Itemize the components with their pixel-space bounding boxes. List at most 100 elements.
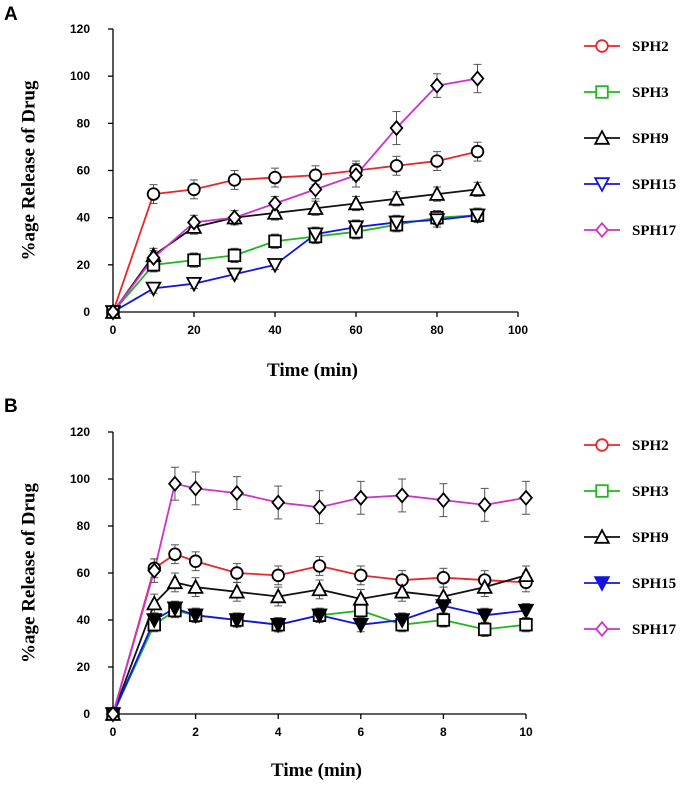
chart-b-data-point	[517, 603, 535, 620]
chart-b-legend-marker	[595, 620, 609, 638]
chart-b-y-tick-label: 0	[83, 707, 90, 721]
chart-b-data-point	[436, 491, 451, 509]
chart-a-data-point	[146, 187, 161, 201]
chart-b-data-point	[393, 613, 411, 629]
chart-a-legend-item-sph2: SPH2	[584, 39, 669, 55]
chart-a-data-point	[268, 170, 282, 185]
chart-b-legend-marker	[595, 484, 609, 498]
chart-b-data-point	[519, 618, 533, 632]
chart-a-data-point	[470, 70, 485, 87]
chart-a-legend-item-sph17: SPH17	[584, 221, 677, 239]
chart-a-data-point	[389, 159, 404, 173]
chart-a-data-point	[187, 182, 201, 197]
chart-b-data-point	[229, 484, 244, 502]
chart-a-data-point	[347, 220, 365, 236]
chart-b-legend-item-sph17: SPH17	[584, 620, 677, 638]
chart-b-data-point	[436, 613, 451, 627]
chart-b-data-point	[311, 608, 328, 624]
chart-b-series-line	[112, 609, 527, 715]
chart-b-data-point	[167, 475, 182, 492]
chart-b-data-point	[352, 590, 370, 606]
chart-a-data-point	[349, 167, 363, 184]
chart-b-data-point	[312, 559, 327, 573]
chart-a-data-point	[146, 249, 161, 266]
chart-b-legend-item-sph15: SPH15	[584, 576, 676, 592]
chart-b-data-point	[312, 499, 327, 516]
chart-b-data-point	[352, 618, 370, 634]
chart-a-legend-item-sph3: SPH3	[584, 85, 669, 101]
panel-label-a: A	[4, 4, 18, 25]
chart-b-data-point	[188, 480, 203, 497]
chart-b-data-point	[188, 554, 203, 568]
chart-a-x-tick-label: 40	[268, 323, 282, 337]
chart-a-x-tick-label: 100	[508, 323, 528, 337]
chart-a-y-tick-label: 40	[77, 211, 91, 225]
chart-a-legend-item-sph9: SPH9	[584, 129, 669, 147]
chart-b-data-point	[436, 571, 451, 585]
chart-a-series-sph17	[112, 63, 482, 313]
chart-b-y-tick-label: 40	[77, 613, 91, 627]
chart-b-data-point	[311, 580, 328, 597]
chart-b-series-line	[112, 482, 527, 715]
chart-a-data-point	[347, 194, 365, 211]
chart-b-data-point	[228, 613, 246, 629]
chart-b-data-point	[435, 599, 452, 615]
chart-a-data-point	[388, 215, 405, 232]
panel-label-b: B	[4, 396, 18, 417]
chart-a-data-point	[227, 173, 242, 187]
chart-a-legend-marker	[593, 177, 611, 193]
chart-b-data-point	[187, 608, 204, 624]
chart-b-data-point	[228, 583, 246, 599]
chart-b-legend-item-sph3: SPH3	[584, 484, 669, 500]
chart-a-data-point	[226, 267, 243, 283]
chart-a-legend-marker	[593, 129, 611, 145]
chart-a-data-point	[307, 227, 324, 243]
chart-b-data-point	[519, 489, 533, 506]
chart-a-series-line	[112, 214, 478, 313]
chart-a-y-tick-label: 20	[77, 258, 91, 272]
chart-b-legend-marker	[593, 528, 611, 544]
chart-b-data-point	[166, 601, 184, 617]
chart-a-series-line	[112, 188, 478, 313]
chart-b-data-point	[354, 603, 368, 618]
chart-a-data-point	[430, 77, 444, 94]
chart-b-legend-marker	[593, 576, 611, 592]
chart-a-data-point	[106, 303, 120, 321]
chart-b-y-tick-label: 100	[70, 472, 90, 486]
chart-a-data-point	[268, 195, 282, 212]
chart-a-data-point	[428, 213, 446, 229]
chart-a-data-point	[469, 208, 486, 225]
chart-b-data-point	[477, 622, 492, 637]
chart-b-x-tick-label: 6	[357, 725, 364, 739]
chart-a-legend-label: SPH15	[632, 177, 676, 193]
chart-a-series-sph3	[112, 207, 482, 313]
chart-b-data-point	[106, 705, 120, 723]
chart-a-series-line	[112, 214, 478, 313]
chart-a-data-point	[388, 190, 405, 206]
chart-a-data-point	[227, 248, 242, 263]
chart-b-legend-label: SPH3	[632, 484, 669, 500]
chart-b-legend-label: SPH2	[632, 438, 669, 454]
chart-a-data-point	[268, 234, 282, 248]
chart-b-data-point	[271, 568, 285, 583]
chart-b-legend: SPH2 SPH3 SPH9 SPH15 SPH17	[584, 438, 677, 638]
chart-b-x-tick-label: 4	[275, 725, 282, 739]
chart-a-series-sph15	[112, 207, 482, 313]
chart-b-data-point	[271, 494, 286, 511]
chart-a-data-point	[227, 209, 242, 226]
chart-a-legend-item-sph15: SPH15	[584, 177, 676, 193]
chart-a-y-tick-label: 60	[77, 164, 91, 178]
chart-b-legend-item-sph9: SPH9	[584, 528, 669, 546]
chart-b-data-point	[354, 568, 368, 583]
chart-a-data-point	[145, 281, 162, 298]
chart-a-legend-label: SPH2	[632, 39, 669, 55]
chart-a-legend-label: SPH17	[632, 223, 677, 239]
chart-b-data-point	[166, 573, 184, 590]
chart-b-data-point	[476, 578, 494, 594]
chart-b-data-point	[476, 608, 494, 624]
chart-b-data-point	[187, 578, 204, 594]
chart-b-legend-label: SPH15	[632, 576, 676, 592]
chart-a-data-point	[430, 154, 444, 168]
chart-a-legend-label: SPH9	[632, 131, 669, 147]
